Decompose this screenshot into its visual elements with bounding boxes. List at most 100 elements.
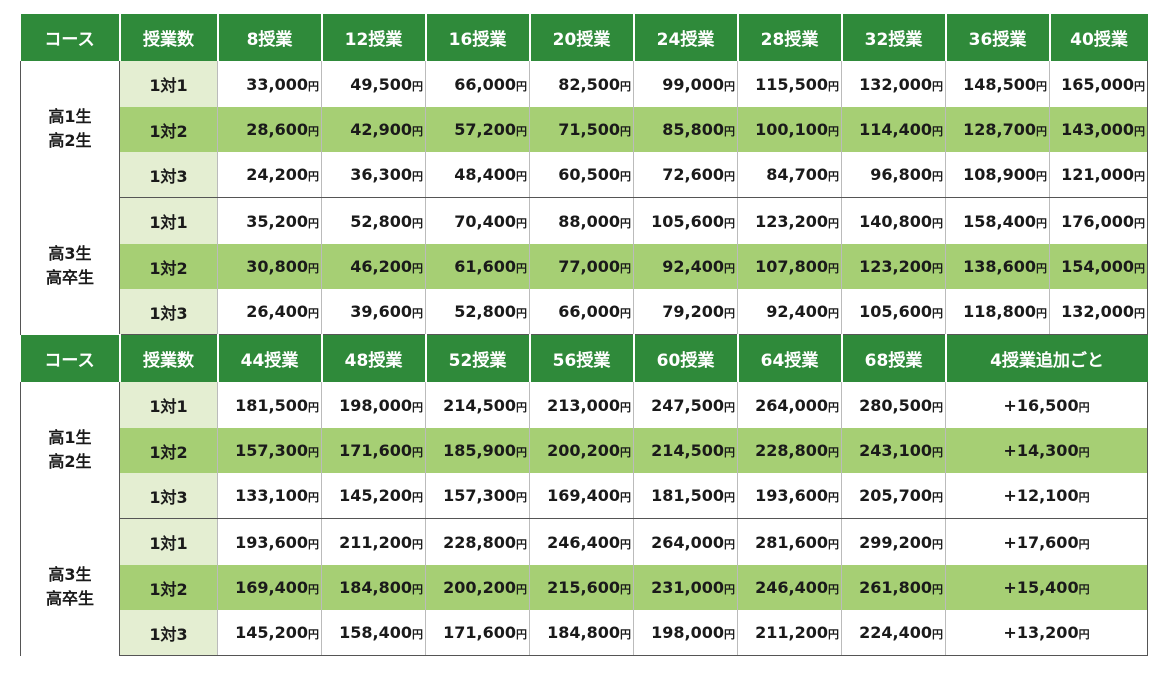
price-value: 123,200 <box>755 211 828 231</box>
addon-price-cell: +13,200円 <box>945 610 1148 656</box>
price-cell: 264,000円 <box>633 518 738 565</box>
table-row: 高1生 高2生 1対1 181,500円 198,000円 214,500円 213,000… <box>20 382 1148 519</box>
price-cell: 30,800円 <box>217 244 322 289</box>
lesson-package-header: 64授業 <box>736 334 842 382</box>
price-cell: 57,200円 <box>425 107 530 152</box>
yen-unit: 円 <box>516 537 527 551</box>
price-cell: 39,600円 <box>321 289 426 335</box>
yen-unit: 円 <box>620 262 631 275</box>
yen-unit: 円 <box>516 491 527 504</box>
price-cell: 121,000円 <box>1049 152 1148 198</box>
price-cell: 85,800円 <box>633 107 738 152</box>
price-value: 39,600 <box>350 302 412 321</box>
price-value: 128,700 <box>963 120 1036 139</box>
price-cell: 123,200円 <box>737 197 842 244</box>
yen-unit: 円 <box>412 79 423 93</box>
yen-unit: 円 <box>412 262 423 275</box>
yen-unit: 円 <box>1134 170 1145 183</box>
price-cell: 92,400円 <box>737 289 842 335</box>
price-cell: 214,500円 <box>633 428 738 473</box>
price-value: 57,200 <box>454 120 516 139</box>
yen-unit: 円 <box>724 446 735 459</box>
price-value: 28,600 <box>246 120 308 139</box>
price-cell: 247,500円 <box>633 382 738 428</box>
price-value: 193,600 <box>235 532 308 552</box>
lesson-package-header: 56授業 <box>528 334 634 382</box>
price-cell: 42,900円 <box>321 107 426 152</box>
price-value: 214,500 <box>651 441 724 460</box>
yen-unit: 円 <box>724 307 735 320</box>
price-value: 46,200 <box>350 257 412 276</box>
price-value: 66,000 <box>558 302 620 321</box>
yen-unit: 円 <box>308 125 319 138</box>
yen-unit: 円 <box>412 491 423 504</box>
yen-unit: 円 <box>932 491 943 504</box>
price-cell: 224,400円 <box>841 610 946 656</box>
yen-unit: 円 <box>724 400 735 414</box>
price-value: 181,500 <box>651 486 724 505</box>
price-value: 228,800 <box>443 532 516 552</box>
yen-unit: 円 <box>1078 537 1090 551</box>
price-value: 66,000 <box>454 74 516 94</box>
yen-unit: 円 <box>620 307 631 320</box>
ratio-label: 1対1 <box>119 197 218 244</box>
price-value: 231,000 <box>651 578 724 597</box>
ratio-label: 1対3 <box>119 610 218 656</box>
price-value: 200,200 <box>443 578 516 597</box>
price-cell: 281,600円 <box>737 518 842 565</box>
yen-unit: 円 <box>308 170 319 183</box>
ratio-label: 1対2 <box>119 565 218 610</box>
table-row: 1対3 26,400円 39,600円 52,800円 66,000円 79,200円 92… <box>21 289 1148 335</box>
yen-unit: 円 <box>1078 400 1090 414</box>
yen-unit: 円 <box>932 262 943 275</box>
price-cell: 82,500円 <box>529 61 634 107</box>
price-cell: 52,800円 <box>321 197 426 244</box>
price-cell: 96,800円 <box>841 152 946 198</box>
price-value: 247,500 <box>651 395 724 415</box>
price-value: 26,400 <box>246 302 308 321</box>
price-value: 213,000 <box>547 395 620 415</box>
table-row: 高3生 高卒生 1対1 193,600円 211,200円 228,800円 246,400… <box>20 518 1148 656</box>
ratio-label: 1対2 <box>119 244 218 289</box>
price-cell: 145,200円 <box>321 473 426 519</box>
addon-price-cell: +14,300円 <box>945 428 1148 473</box>
lesson-package-header: 16授業 <box>424 14 530 61</box>
ratio-label: 1対2 <box>119 428 218 473</box>
price-value: 243,100 <box>859 441 932 460</box>
price-cell: 107,800円 <box>737 244 842 289</box>
course-label: 高3生 高卒生 <box>20 197 120 335</box>
yen-unit: 円 <box>412 170 423 183</box>
price-value: 84,700 <box>766 165 828 184</box>
price-value: 79,200 <box>662 302 724 321</box>
ratio-label: 1対3 <box>119 152 218 198</box>
price-value: 92,400 <box>662 257 724 276</box>
lesson-package-header: 4授業追加ごと <box>944 334 1148 382</box>
lesson-package-header: 40授業 <box>1048 14 1148 61</box>
course-header: コース <box>20 14 120 61</box>
price-cell: 88,000円 <box>529 197 634 244</box>
price-value: 157,300 <box>235 441 308 460</box>
addon-price-value: +17,600 <box>1003 532 1079 552</box>
course-label-line: 高2生 <box>48 131 92 151</box>
yen-unit: 円 <box>828 491 839 504</box>
addon-price-cell: +17,600円 <box>945 518 1148 565</box>
price-value: 264,000 <box>755 395 828 415</box>
yen-unit: 円 <box>828 262 839 275</box>
addon-price-cell: +16,500円 <box>945 382 1148 428</box>
yen-unit: 円 <box>308 216 319 230</box>
price-value: 176,000 <box>1061 211 1134 231</box>
yen-unit: 円 <box>1036 216 1047 230</box>
price-cell: 35,200円 <box>217 197 322 244</box>
price-value: 165,000 <box>1061 74 1134 94</box>
price-value: 158,400 <box>963 211 1036 231</box>
yen-unit: 円 <box>1134 125 1145 138</box>
price-cell: 145,200円 <box>217 610 322 656</box>
lesson-package-header: 44授業 <box>216 334 322 382</box>
price-cell: 114,400円 <box>841 107 946 152</box>
price-value: 100,100 <box>755 120 828 139</box>
price-value: 49,500 <box>350 74 412 94</box>
price-cell: 123,200円 <box>841 244 946 289</box>
price-cell: 299,200円 <box>841 518 946 565</box>
ratio-label: 1対1 <box>119 61 218 107</box>
price-cell: 215,600円 <box>529 565 634 610</box>
